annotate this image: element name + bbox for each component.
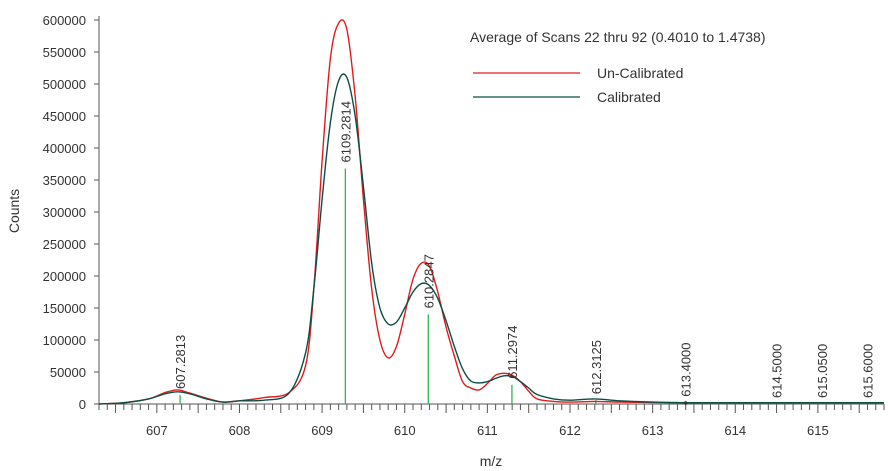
legend-label-uncalibrated: Un-Calibrated bbox=[597, 65, 683, 81]
y-tick-label: 600000 bbox=[43, 13, 86, 28]
y-tick-label: 50000 bbox=[50, 365, 86, 380]
peak-label: 610.2847 bbox=[421, 254, 436, 308]
peak-marker bbox=[683, 401, 688, 405]
y-axis-title: Counts bbox=[6, 189, 22, 233]
centroid-lines bbox=[179, 168, 687, 404]
x-tick-label: 607 bbox=[146, 423, 168, 438]
x-axis: 607 608 609 610 611 612 613 614 615 bbox=[98, 403, 885, 438]
x-tick-label: 610 bbox=[394, 423, 416, 438]
peak-label: 615.0500 bbox=[815, 344, 830, 398]
peak-label: 607.2813 bbox=[173, 335, 188, 389]
x-axis-title: m/z bbox=[480, 453, 503, 469]
y-tick-label: 0 bbox=[79, 397, 86, 412]
x-tick-label: 609 bbox=[311, 423, 333, 438]
y-tick-label: 300000 bbox=[43, 205, 86, 220]
legend: Average of Scans 22 thru 92 (0.4010 to 1… bbox=[470, 29, 766, 105]
y-tick-label: 150000 bbox=[43, 301, 86, 316]
y-tick-label: 100000 bbox=[43, 333, 86, 348]
peak-label: 612.3125 bbox=[589, 340, 604, 394]
peak-label: 613.4000 bbox=[679, 342, 694, 396]
x-tick-label: 608 bbox=[229, 423, 251, 438]
uncalibrated-series-line bbox=[98, 19, 884, 405]
centroid-labels: 607.2813 6109.2814 610.2847 611.2974 612.312… bbox=[173, 101, 876, 405]
calibrated-series-line bbox=[98, 73, 884, 405]
series-lines bbox=[98, 19, 884, 405]
y-tick-label: 450000 bbox=[43, 109, 86, 124]
y-tick-label: 200000 bbox=[43, 269, 86, 284]
peak-label: 611.2974 bbox=[505, 326, 520, 379]
x-tick-label: 613 bbox=[642, 423, 664, 438]
legend-label-calibrated: Calibrated bbox=[597, 89, 661, 105]
y-tick-label: 500000 bbox=[43, 77, 86, 92]
peak-label: 614.5000 bbox=[770, 344, 785, 398]
y-tick-label: 250000 bbox=[43, 237, 86, 252]
x-tick-label: 612 bbox=[559, 423, 581, 438]
y-axis: 0 50000 100000 150000 200000 250000 300000 3500… bbox=[43, 13, 100, 412]
y-tick-label: 350000 bbox=[43, 173, 86, 188]
x-tick-label: 611 bbox=[477, 423, 498, 438]
y-tick-label: 550000 bbox=[43, 45, 86, 60]
x-tick-label: 615 bbox=[807, 423, 829, 438]
peak-label: 615.6000 bbox=[861, 344, 876, 398]
chart-title: Average of Scans 22 thru 92 (0.4010 to 1… bbox=[470, 29, 766, 45]
y-tick-label: 400000 bbox=[43, 141, 86, 156]
peak-label: 6109.2814 bbox=[338, 101, 353, 162]
x-tick-label: 614 bbox=[724, 423, 746, 438]
